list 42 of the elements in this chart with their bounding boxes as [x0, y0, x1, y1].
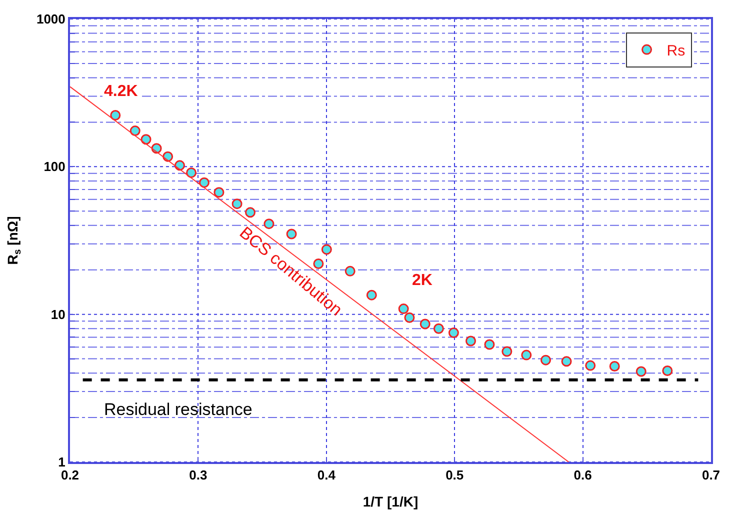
point: [130, 126, 140, 136]
point: [540, 354, 551, 366]
y-tick-label: 1000: [36, 12, 66, 27]
x-tick-label: 0.5: [446, 468, 464, 483]
point: [466, 336, 476, 346]
point: [448, 328, 459, 338]
point: [140, 134, 152, 145]
point: [585, 360, 596, 371]
x-tick-label: 0.2: [60, 468, 80, 483]
point: [214, 187, 224, 198]
point: [404, 312, 415, 323]
x-tick-label: 0.6: [574, 468, 592, 483]
point: [484, 339, 495, 350]
x-axis-title: 1/T [1/K]: [362, 493, 418, 510]
point: [110, 110, 121, 120]
point: [420, 318, 430, 330]
point: [636, 366, 646, 377]
annotation: 2K: [412, 272, 433, 289]
x-tick-label: 0.4: [317, 468, 336, 483]
point: [186, 167, 197, 178]
point: [366, 290, 377, 300]
point: [344, 266, 356, 276]
point: [609, 361, 620, 372]
point: [662, 365, 673, 376]
point: [502, 346, 512, 357]
legend-label: Rs: [666, 42, 686, 60]
annotation: 4.2K: [104, 83, 138, 100]
point: [245, 207, 256, 218]
point: [321, 244, 332, 255]
point: [232, 198, 242, 210]
y-tick-label: 10: [50, 306, 66, 322]
y-tick-label: 100: [44, 159, 66, 174]
point: [398, 304, 409, 314]
point: [521, 350, 532, 360]
point: [433, 323, 444, 334]
x-tick-label: 0.3: [189, 468, 208, 483]
y-tick-label: 1: [58, 454, 66, 470]
point: [198, 177, 210, 188]
point: [561, 356, 572, 367]
point: [286, 228, 297, 240]
ref-line-label: Residual resistance: [104, 400, 252, 419]
x-tick-label: 0.7: [702, 468, 720, 483]
